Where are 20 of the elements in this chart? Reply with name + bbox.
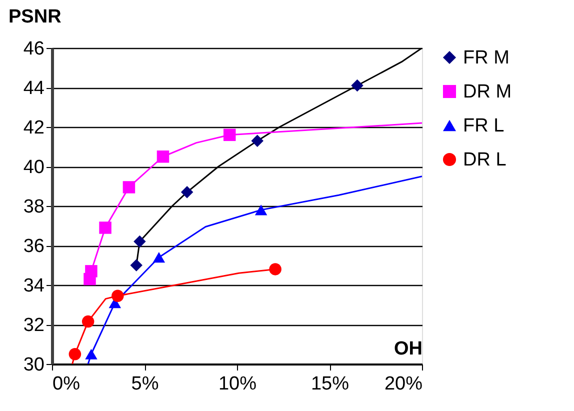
y-axis-title: PSNR — [8, 6, 62, 28]
legend-label: DR M — [463, 82, 512, 102]
x-tick-label: 0% — [52, 374, 80, 394]
y-tick-label: 40 — [23, 157, 44, 178]
x-tick-label: 15% — [310, 374, 350, 394]
y-tick-label: 42 — [23, 118, 44, 138]
legend-label: FR M — [463, 48, 510, 68]
y-tick-label: 36 — [23, 236, 44, 257]
legend-label: DR L — [463, 150, 506, 170]
y-tick-label: 46 — [23, 38, 44, 60]
y-tick-label: 34 — [23, 276, 45, 296]
x-axis-title: OH — [394, 338, 422, 360]
y-tick-label: 32 — [23, 315, 44, 336]
y-tick-label: 30 — [23, 354, 44, 376]
x-tick-label: 20% — [384, 374, 423, 394]
x-tick-label: 10% — [218, 374, 257, 394]
y-tick-label: 38 — [23, 196, 44, 218]
y-tick-label: 44 — [23, 78, 45, 99]
x-tick-label: 5% — [131, 374, 159, 394]
legend-label: FR L — [463, 116, 504, 136]
